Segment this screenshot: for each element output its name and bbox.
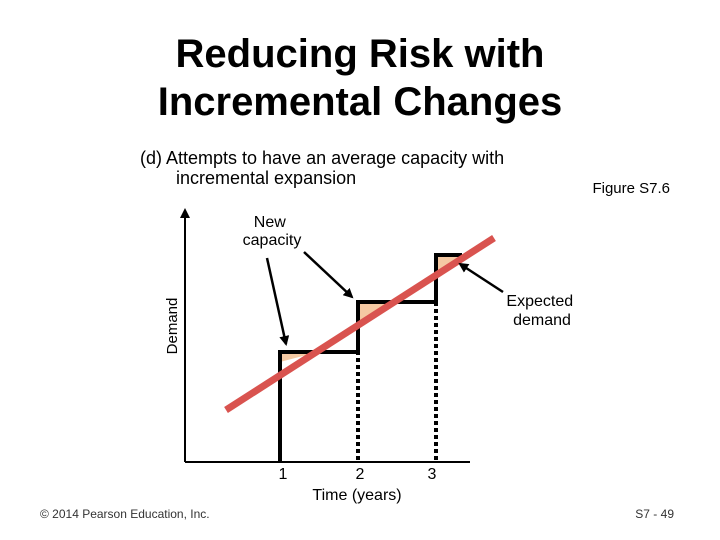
caption-line-1: (d) Attempts to have an average capacity…	[140, 148, 505, 168]
x-axis-label: Time (years)	[312, 487, 401, 504]
x-tick-3: 3	[428, 466, 437, 483]
figure-reference: Figure S7.6	[592, 180, 670, 197]
x-tick-2: 2	[356, 466, 365, 483]
slide-title: Reducing Risk with Incremental Changes	[0, 30, 720, 126]
new-capacity-arrow-1	[265, 257, 290, 346]
caption-line-2: incremental expansion	[176, 168, 357, 188]
title-line-2: Incremental Changes	[157, 80, 563, 124]
y-axis-label: Demand	[164, 298, 181, 355]
diagram-caption: (d) Attempts to have an average capacity…	[140, 148, 504, 188]
expected-demand-label: Expected demand	[506, 293, 577, 329]
copyright-notice: © 2014 Pearson Education, Inc.	[40, 507, 210, 521]
slide-number: S7 - 49	[635, 507, 674, 521]
x-tick-1: 1	[279, 466, 288, 483]
expected-demand-line	[224, 235, 496, 413]
expected-demand-arrow	[458, 262, 504, 294]
title-line-1: Reducing Risk with	[175, 32, 545, 76]
new-capacity-label: New capacity	[243, 214, 302, 249]
new-capacity-arrow-2	[303, 251, 354, 299]
